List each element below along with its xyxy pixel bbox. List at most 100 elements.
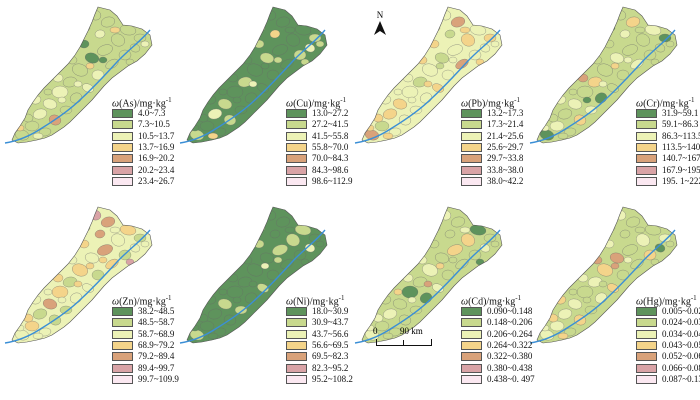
legend-range-label: 167.9~195.1 [662,164,700,175]
legend-title-symbol: ω [286,98,294,110]
map-panel-5 [179,206,328,344]
legend-row: 41.5~55.8 [286,131,446,142]
legend-swatch [461,165,482,175]
legend-range-label: 86.3~113.5 [662,130,700,141]
legend-title-text: (Pb)/mg·kg [468,98,515,110]
legend-swatch [636,363,657,373]
legend-swatch [286,318,307,328]
legend-3: ω(Cr)/mg·kg-1 31.9~59.1 59.1~86.3 86.3~113.… [636,94,700,187]
region-outline [536,206,678,344]
legend-swatch [461,352,482,362]
legend-range-label: 0.438~0. 497 [487,373,535,384]
legend-row: 0.206~0.264 [461,329,621,340]
legend-title-symbol: ω [636,98,644,110]
legend-range-label: 25.6~29.7 [487,142,524,153]
legend-range-label: 10.5~13.7 [138,130,175,141]
river-line [179,29,326,144]
legend-range-label: 21.4~25.6 [487,130,524,141]
legend-title: ω(Ni)/mg·kg-1 [286,292,446,307]
legend-swatch [636,374,657,384]
map-panel-4 [4,206,153,344]
legend-swatch [112,154,133,164]
legend-row: 10.5~13.7 [112,131,272,142]
legend-swatch [461,143,482,153]
legend-row: 18.0~30.9 [286,306,446,317]
legend-0: ω(As)/mg·kg-1 4.0~7.3 7.3~10.5 10.5~13.7 13.… [112,94,272,187]
legend-range-label: 20.2~23.4 [138,164,175,175]
map-panel-2 [354,6,503,144]
legend-range-label: 113.5~140.7 [662,142,700,153]
legend-range-label: 70.0~84.3 [312,153,349,164]
legend-swatch [112,165,133,175]
legend-row: 0.148~0.206 [461,317,621,328]
legend-row: 13.7~16.9 [112,142,272,153]
legend-row: 0.264~0.322 [461,340,621,351]
river-line [4,229,151,344]
legend-row: 58.7~68.9 [112,329,272,340]
legend-title: ω(Zn)/mg·kg-1 [112,292,272,308]
legend-row: 0.066~0.087 [636,362,700,373]
legend-row: 20.2~23.4 [112,164,272,175]
legend-range-label: 89.4~99.7 [138,362,175,373]
legend-row: 140.7~167.9 [636,153,700,164]
legend-range-label: 13.2~17.3 [487,108,524,119]
region-outline [361,206,503,344]
legend-range-label: 0.380~0.438 [487,362,533,373]
legend-swatch [286,154,307,164]
legend-range-label: 0.034~0.043 [662,328,700,339]
legend-swatch [286,165,307,175]
legend-swatch [112,341,133,351]
legend-row: 0.380~0.438 [461,362,621,373]
legend-swatch [286,131,307,141]
legend-range-label: 140.7~167.9 [662,153,700,164]
legend-range-label: 7.3~10.5 [138,119,170,130]
river-line [354,29,501,144]
legend-row: 17.3~21.4 [461,119,621,130]
legend-range-label: 0.264~0.322 [487,340,533,351]
legend-range-label: 58.7~68.9 [138,328,175,339]
legend-4: ω(Zn)/mg·kg-1 38.2~48.5 48.5~58.7 58.7~68.9… [112,292,272,385]
legend-range-label: 29.7~33.8 [487,153,524,164]
legend-row: 84.3~98.6 [286,164,446,175]
legend-range-label: 31.9~59.1 [662,108,699,119]
legend-range-label: 55.8~70.0 [312,142,349,153]
legend-title-text: (Cr)/mg·kg [643,98,689,110]
legend-7: ω(Hg)/mg·kg-10.005~0.0240.024~0.0340.034… [636,292,700,385]
region-patches [539,9,675,141]
legend-range-label: 69.5~82.3 [312,351,349,362]
legend-row: 38.2~48.5 [112,306,272,317]
scale-bar: 0 90 km [370,326,440,346]
legend-title-exponent: -1 [515,294,522,302]
legend-range-label: 48.5~58.7 [138,317,175,328]
legend-row: 89.4~99.7 [112,362,272,373]
legend-row: 59.1~86.3 [636,119,700,130]
legend-title-text: (As)/mg·kg [119,98,166,110]
legend-swatch [286,307,307,317]
legend-title-exponent: -1 [165,96,172,104]
legend-row: 43.7~56.6 [286,329,446,340]
legend-row: 79.2~89.4 [112,351,272,362]
legend-range-label: 0.024~0.034 [662,317,700,328]
legend-swatch [286,120,307,130]
legend-range-label: 82.3~95.2 [312,362,349,373]
legend-title-exponent: -1 [514,96,521,104]
legend-title-symbol: ω [636,296,644,308]
legend-row: 23.4~26.7 [112,176,272,187]
legend-range-label: 56.6~69.5 [312,340,349,351]
legend-range-label: 18.0~30.9 [312,306,349,317]
legend-title-text: (Zn)/mg·kg [119,296,166,308]
legend-swatch [112,109,133,119]
legend-swatch [461,318,482,328]
legend-swatch [112,352,133,362]
legend-swatch [286,352,307,362]
river-line [354,229,501,344]
region-outline [361,6,503,144]
north-arrow-icon [374,21,386,35]
legend-swatch [636,143,657,153]
region-outline [536,6,678,144]
legend-title: ω(Cr)/mg·kg-1 [636,94,700,110]
river-line [179,229,326,344]
legend-row: 56.6~69.5 [286,340,446,351]
legend-swatch [112,176,133,186]
legend-range-label: 17.3~21.4 [487,119,524,130]
